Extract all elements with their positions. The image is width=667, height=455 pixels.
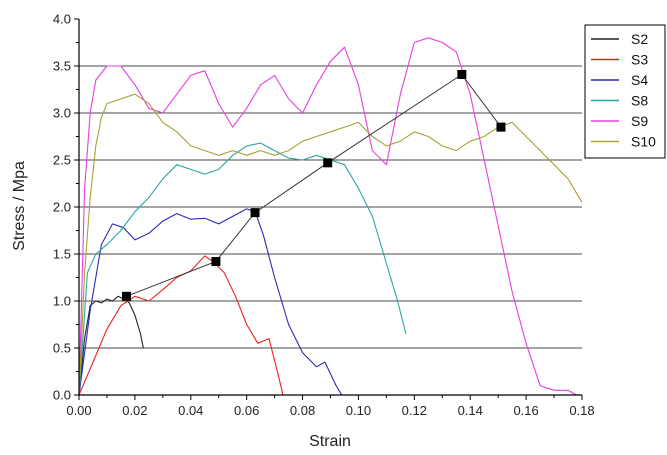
legend-box (584, 24, 666, 159)
marker-connector-line (126, 73, 502, 297)
x-tick-label: 0.12 (402, 403, 427, 418)
y-tick-labels: 0.0 0.5 1.0 1.5 2.0 2.5 3.0 3.5 4.0 (53, 12, 71, 403)
x-tick-label: 0.18 (569, 403, 594, 418)
marker-points (122, 69, 506, 301)
legend-label-s3: S3 (631, 52, 648, 68)
marker-point-3 (250, 208, 260, 218)
marker-point-6 (496, 122, 506, 132)
series-line-s9 (78, 37, 577, 396)
y-tick-label: 2.0 (53, 200, 71, 215)
y-axis-title: Stress / Mpa (11, 161, 28, 251)
y-tick-label: 3.5 (53, 59, 71, 74)
marker-point-4 (323, 158, 333, 168)
legend-label-s9: S9 (631, 113, 648, 129)
y-tick-label: 1.0 (53, 294, 71, 309)
x-tick-label: 0.02 (122, 403, 147, 418)
legend: S2 S3 S4 S8 S9 S10 (584, 24, 666, 159)
series-line-s8 (78, 142, 407, 396)
series-line-s4 (78, 208, 343, 396)
legend-label-s2: S2 (631, 31, 648, 47)
legend-label-s10: S10 (631, 134, 656, 150)
axes (74, 18, 583, 400)
y-tick-label: 1.5 (53, 247, 71, 262)
x-axis-title: Strain (309, 433, 351, 450)
marker-point-2 (211, 257, 221, 267)
marker-point-1 (122, 291, 132, 301)
marker-point-5 (457, 69, 467, 79)
grid-lines (79, 65, 582, 349)
x-tick-label: 0.14 (458, 403, 483, 418)
series-line-s10 (78, 93, 583, 396)
y-tick-label: 0.5 (53, 341, 71, 356)
x-tick-label: 0.06 (234, 403, 259, 418)
y-tick-label: 4.0 (53, 12, 71, 27)
series-line-s3 (78, 255, 284, 396)
legend-label-s8: S8 (631, 93, 648, 109)
y-tick-label: 3.0 (53, 106, 71, 121)
series-line-s2 (78, 295, 144, 396)
x-tick-label: 0.00 (66, 403, 91, 418)
x-tick-label: 0.16 (513, 403, 538, 418)
series-lines (78, 37, 583, 396)
y-tick-label: 0.0 (53, 388, 71, 403)
x-tick-label: 0.04 (178, 403, 203, 418)
x-tick-labels: 0.00 0.02 0.04 0.06 0.08 0.10 0.12 0.14 0.16 0.18 (66, 403, 594, 418)
legend-label-s4: S4 (631, 72, 648, 88)
y-tick-label: 2.5 (53, 153, 71, 168)
x-tick-label: 0.08 (290, 403, 315, 418)
x-tick-label: 0.10 (346, 403, 371, 418)
